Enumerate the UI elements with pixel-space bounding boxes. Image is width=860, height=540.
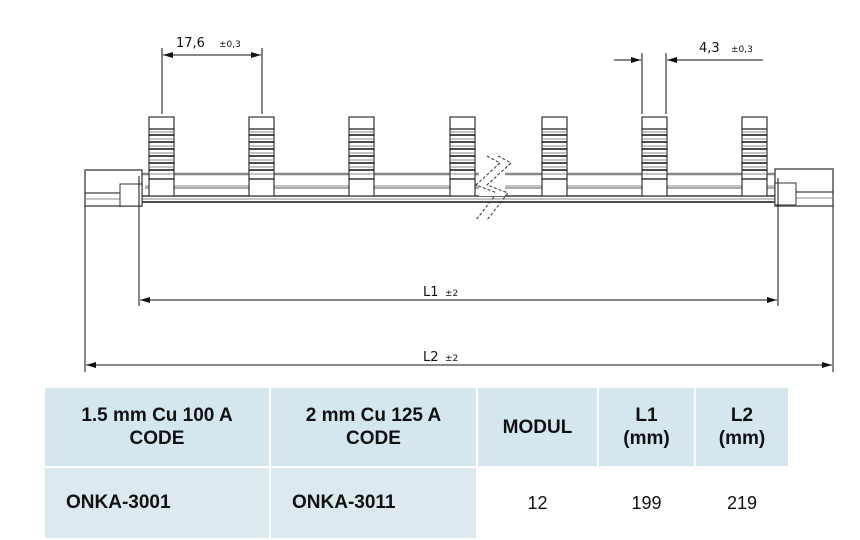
pitch-value: 17,6: [176, 36, 205, 51]
header-l2: L2 (mm): [696, 388, 788, 466]
header-code-2: 2 mm Cu 125 A CODE: [271, 388, 476, 466]
pin-width-tolerance: ±0,3: [731, 45, 753, 55]
spec-table: 1.5 mm Cu 100 A CODE 2 mm Cu 125 A CODE …: [43, 386, 790, 540]
pin-3: [348, 116, 375, 197]
cell-modul: 12: [478, 468, 597, 538]
pin-2: [248, 116, 275, 197]
l2-dimension: L2 ±2: [84, 206, 834, 372]
pin-1: [148, 116, 175, 197]
table-header-row: 1.5 mm Cu 100 A CODE 2 mm Cu 125 A CODE …: [45, 388, 788, 466]
busbar-technical-drawing: 17,6 ±0,3 4,3 ±0,3: [84, 36, 834, 372]
pin-7: [741, 116, 768, 197]
pin-6: [641, 116, 668, 197]
l1-tolerance: ±2: [445, 289, 458, 299]
table-row: ONKA-3001 ONKA-3011 12 199 219: [45, 468, 788, 538]
cell-l1: 199: [599, 468, 694, 538]
pin-4: [449, 116, 476, 197]
pin-width-value: 4,3: [699, 41, 720, 56]
l2-tolerance: ±2: [445, 354, 458, 364]
busbar-pins: [148, 116, 768, 197]
l1-dimension: L1 ±2: [138, 205, 779, 306]
cell-code-2: ONKA-3011: [271, 468, 476, 538]
pitch-dimension: 17,6 ±0,3: [161, 36, 263, 114]
busbar-body: [84, 168, 834, 220]
cell-l2: 219: [696, 468, 788, 538]
pitch-tolerance: ±0,3: [219, 40, 241, 50]
header-modul: MODUL: [478, 388, 597, 466]
cell-code-15: ONKA-3001: [45, 468, 269, 538]
l2-label: L2: [423, 350, 439, 365]
header-code-15: 1.5 mm Cu 100 A CODE: [45, 388, 269, 466]
l1-label: L1: [423, 285, 439, 300]
pin-5: [541, 116, 568, 197]
pin-width-dimension: 4,3 ±0,3: [614, 41, 763, 114]
header-l1: L1 (mm): [599, 388, 694, 466]
